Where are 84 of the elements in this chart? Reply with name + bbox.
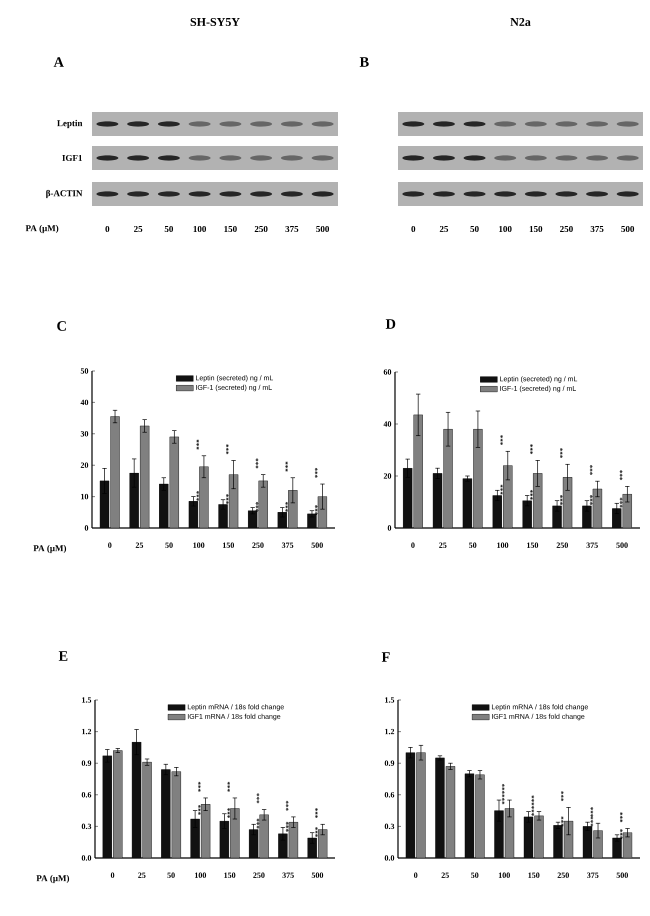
category-label: 150	[530, 226, 542, 232]
x-axis-title: PA (μM)	[36, 874, 70, 884]
y-tick-label: 30	[80, 431, 88, 436]
x-tick-label: 375	[586, 542, 598, 548]
category-label: 150	[224, 226, 237, 232]
y-tick-label: 1.5	[385, 697, 394, 703]
x-tick-label: 375	[282, 542, 294, 548]
text: β-ACTIN	[46, 190, 82, 198]
x-axis-title: PA (μM)	[33, 544, 66, 554]
y-tick-label: 0.0	[384, 855, 394, 861]
y-tick-label: 1.2	[82, 728, 92, 734]
text: PA (μM)	[26, 224, 58, 234]
category-label: 375	[285, 226, 298, 232]
y-tick-label: 0.3	[82, 824, 92, 830]
y-tick-label: 1.5	[82, 697, 92, 703]
x-tick-label: 150	[224, 872, 236, 878]
text: N2a	[510, 18, 531, 26]
x-tick-label: 250	[556, 542, 568, 548]
text: A	[54, 57, 64, 67]
x-tick-label: 150	[222, 542, 234, 548]
y-tick-label: 60	[384, 369, 392, 375]
y-tick-label: 0.3	[384, 824, 394, 830]
category-label: 25	[440, 226, 448, 232]
category-label: 250	[560, 226, 573, 232]
y-tick-label: 20	[384, 473, 392, 479]
y-tick-label: 20	[80, 462, 88, 468]
x-tick-label: 50	[167, 872, 175, 878]
text: SH-SY5Y	[190, 18, 240, 26]
x-tick-label: 25	[136, 542, 144, 548]
category-label: 250	[254, 226, 268, 232]
x-tick-label: 500	[616, 542, 628, 548]
category-label: 375	[590, 226, 604, 232]
x-tick-label: 100	[497, 542, 508, 548]
x-tick-label: 250	[252, 542, 264, 548]
x-tick-label: 25	[442, 872, 449, 878]
x-tick-label: 0	[414, 872, 418, 878]
x-tick-label: 25	[138, 872, 146, 878]
y-tick-label: 40	[384, 421, 392, 427]
text: B	[360, 57, 369, 67]
x-tick-label: 25	[439, 542, 446, 548]
x-tick-label: 375	[282, 872, 294, 878]
category-label: 25	[134, 226, 142, 232]
category-label: 500	[621, 226, 634, 232]
y-tick-label: 0.9	[384, 760, 394, 766]
chart-title: D	[386, 319, 396, 329]
x-tick-label: 0	[108, 542, 112, 548]
x-tick-label: 0	[411, 542, 415, 548]
y-tick-label: 10	[81, 494, 88, 500]
text: IGF1	[62, 154, 82, 162]
x-tick-label: 500	[312, 872, 324, 878]
x-tick-label: 250	[253, 872, 265, 878]
x-tick-label: 500	[616, 872, 628, 878]
category-label: 50	[470, 226, 479, 232]
x-tick-label: 500	[312, 542, 323, 548]
y-tick-label: 1.2	[385, 728, 394, 734]
x-tick-label: 150	[527, 542, 538, 548]
x-tick-label: 0	[110, 872, 114, 878]
y-tick-label: 0.9	[82, 760, 92, 766]
category-label: 500	[316, 226, 330, 232]
category-label: 0	[411, 226, 416, 232]
category-label: 100	[194, 226, 206, 232]
x-tick-label: 100	[193, 542, 204, 548]
chart-title: C	[57, 321, 66, 331]
y-tick-label: 0.0	[82, 855, 92, 861]
y-tick-label: 0.6	[82, 792, 92, 798]
x-tick-label: 50	[468, 542, 476, 548]
chart-title: F	[382, 652, 390, 662]
x-tick-label: 150	[528, 872, 540, 878]
category-label: 100	[499, 226, 512, 232]
x-tick-label: 50	[471, 872, 478, 878]
y-tick-label: 0	[84, 525, 88, 531]
y-tick-label: 0	[388, 525, 392, 531]
x-tick-label: 375	[587, 872, 598, 878]
x-tick-label: 250	[558, 872, 569, 878]
category-label: 0	[105, 226, 110, 232]
text: Leptin	[57, 120, 82, 128]
x-tick-label: 100	[195, 872, 206, 878]
x-tick-label: 100	[498, 872, 510, 878]
y-tick-label: 40	[80, 400, 88, 406]
category-label: 50	[164, 226, 174, 232]
y-tick-label: 50	[80, 368, 88, 374]
x-tick-label: 50	[165, 542, 173, 548]
chart-title: E	[58, 651, 68, 661]
y-tick-label: 0.6	[384, 792, 394, 798]
